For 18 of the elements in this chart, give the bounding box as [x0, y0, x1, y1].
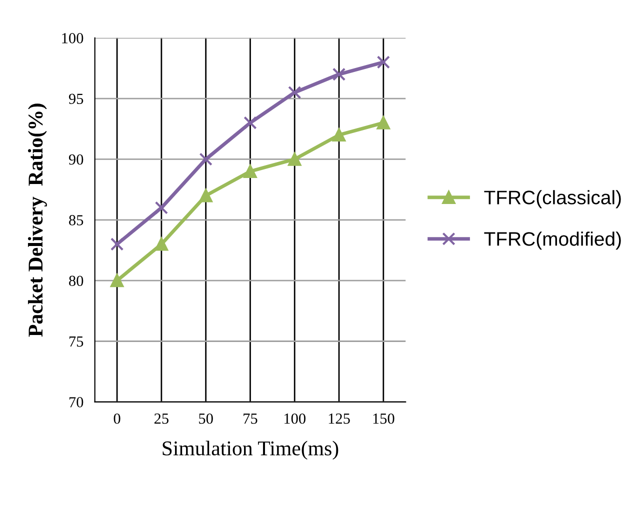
- x-tick-label: 150: [373, 413, 394, 424]
- y-tick-label: 80: [69, 276, 84, 286]
- y-tick-label: 100: [62, 33, 84, 44]
- y-tick-label: 90: [68, 154, 84, 165]
- x-tick-label: 50: [199, 413, 213, 424]
- y-tick-label: 70: [69, 397, 84, 408]
- y-tick-label: 95: [68, 94, 84, 104]
- legend-label: TFRC(classical): [484, 190, 621, 208]
- x-tick-label: 0: [114, 413, 120, 424]
- y-tick-label: 85: [69, 215, 84, 226]
- legend-label: TFRC(modified): [484, 232, 621, 250]
- y-tick-label: 75: [69, 336, 84, 347]
- x-axis-title: Simulation Time(ms): [162, 440, 338, 460]
- x-tick-label: 75: [244, 414, 258, 424]
- x-tick-label: 25: [154, 414, 168, 424]
- x-tick-label: 125: [328, 414, 350, 424]
- y-axis-title: Packet Delivery Ratio(%): [28, 104, 47, 337]
- x-tick-label: 100: [284, 413, 306, 424]
